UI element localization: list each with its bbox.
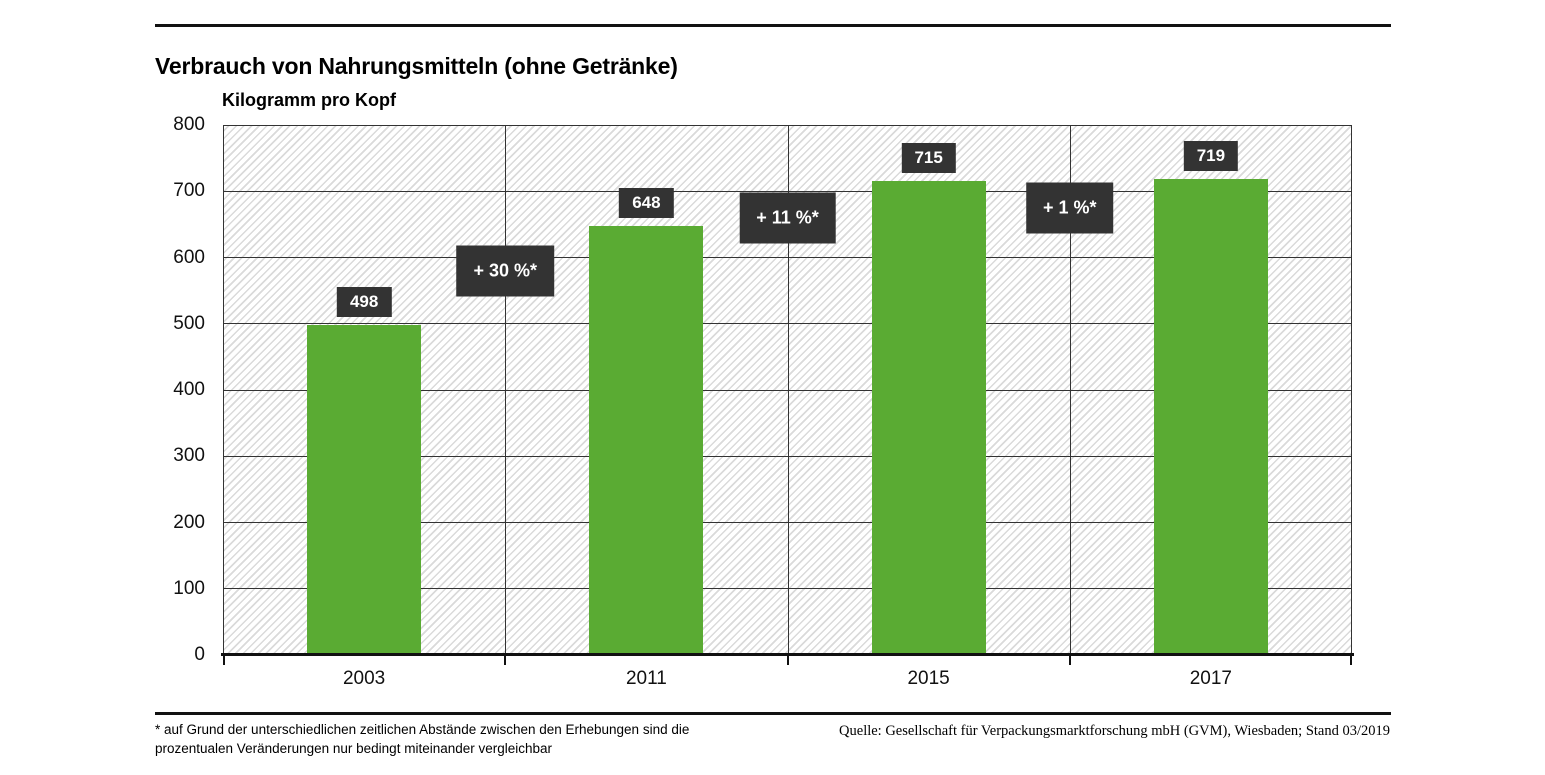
gridline-vertical xyxy=(787,125,789,655)
x-axis-category-label: 2017 xyxy=(1189,668,1233,689)
x-axis-category-label: 2011 xyxy=(625,668,667,689)
bar-2015 xyxy=(871,181,986,655)
y-axis-tick-label: 300 xyxy=(173,445,205,467)
bar-value-label: 715 xyxy=(901,143,956,174)
x-axis-tick xyxy=(1350,656,1352,665)
y-axis-tick-label: 700 xyxy=(173,180,205,202)
y-axis-tick-label: 200 xyxy=(173,511,205,533)
bar-value-label: 719 xyxy=(1183,140,1239,171)
y-axis-title: Kilogramm pro Kopf xyxy=(222,90,396,110)
y-axis-tick-label: 400 xyxy=(173,379,205,400)
gridline-vertical xyxy=(1069,125,1071,655)
plot-area: 0 100 200 300 400 500 600 700 800 498 2003 648 2011 7… xyxy=(173,114,1354,689)
plot-border-vertical xyxy=(223,125,224,655)
x-axis-tick xyxy=(504,656,507,665)
x-axis-category-label: 2015 xyxy=(907,668,950,689)
footnote: * auf Grund der unterschiedlichen zeitli… xyxy=(155,720,689,758)
bottom-rule xyxy=(155,712,1391,715)
source-credit: Quelle: Gesellschaft für Verpackungsmark… xyxy=(839,723,1390,739)
gridline-vertical xyxy=(505,125,507,655)
x-axis-tick xyxy=(786,656,789,665)
y-axis-tick-label: 0 xyxy=(194,644,205,665)
change-label: + 30 %* xyxy=(456,245,555,297)
y-axis-tick-label: 800 xyxy=(173,114,205,135)
chart-title: Verbrauch von Nahrungsmitteln (ohne Getr… xyxy=(155,53,678,80)
footnote-line-1: * auf Grund der unterschiedlichen zeitli… xyxy=(155,722,690,737)
bar-value-label: 648 xyxy=(619,187,674,218)
top-rule xyxy=(155,24,1391,27)
change-label: + 11 %* xyxy=(739,192,836,244)
bar-2011 xyxy=(589,225,704,655)
y-axis-tick-label: 600 xyxy=(173,246,205,268)
x-axis-tick xyxy=(223,656,225,665)
x-axis-line xyxy=(221,653,1354,656)
bar-value-label: 498 xyxy=(336,287,392,318)
plot-border-vertical xyxy=(1351,125,1352,655)
change-label: + 1 %* xyxy=(1025,182,1114,234)
bar-2003 xyxy=(307,325,422,655)
x-axis-category-label: 2003 xyxy=(342,668,386,689)
bar-2017 xyxy=(1153,178,1268,655)
x-axis-tick xyxy=(1068,656,1071,665)
y-axis-tick-label: 500 xyxy=(173,312,205,334)
y-axis-tick-label: 100 xyxy=(173,577,205,599)
footnote-line-2: prozentualen Veränderungen nur bedingt m… xyxy=(155,741,553,756)
